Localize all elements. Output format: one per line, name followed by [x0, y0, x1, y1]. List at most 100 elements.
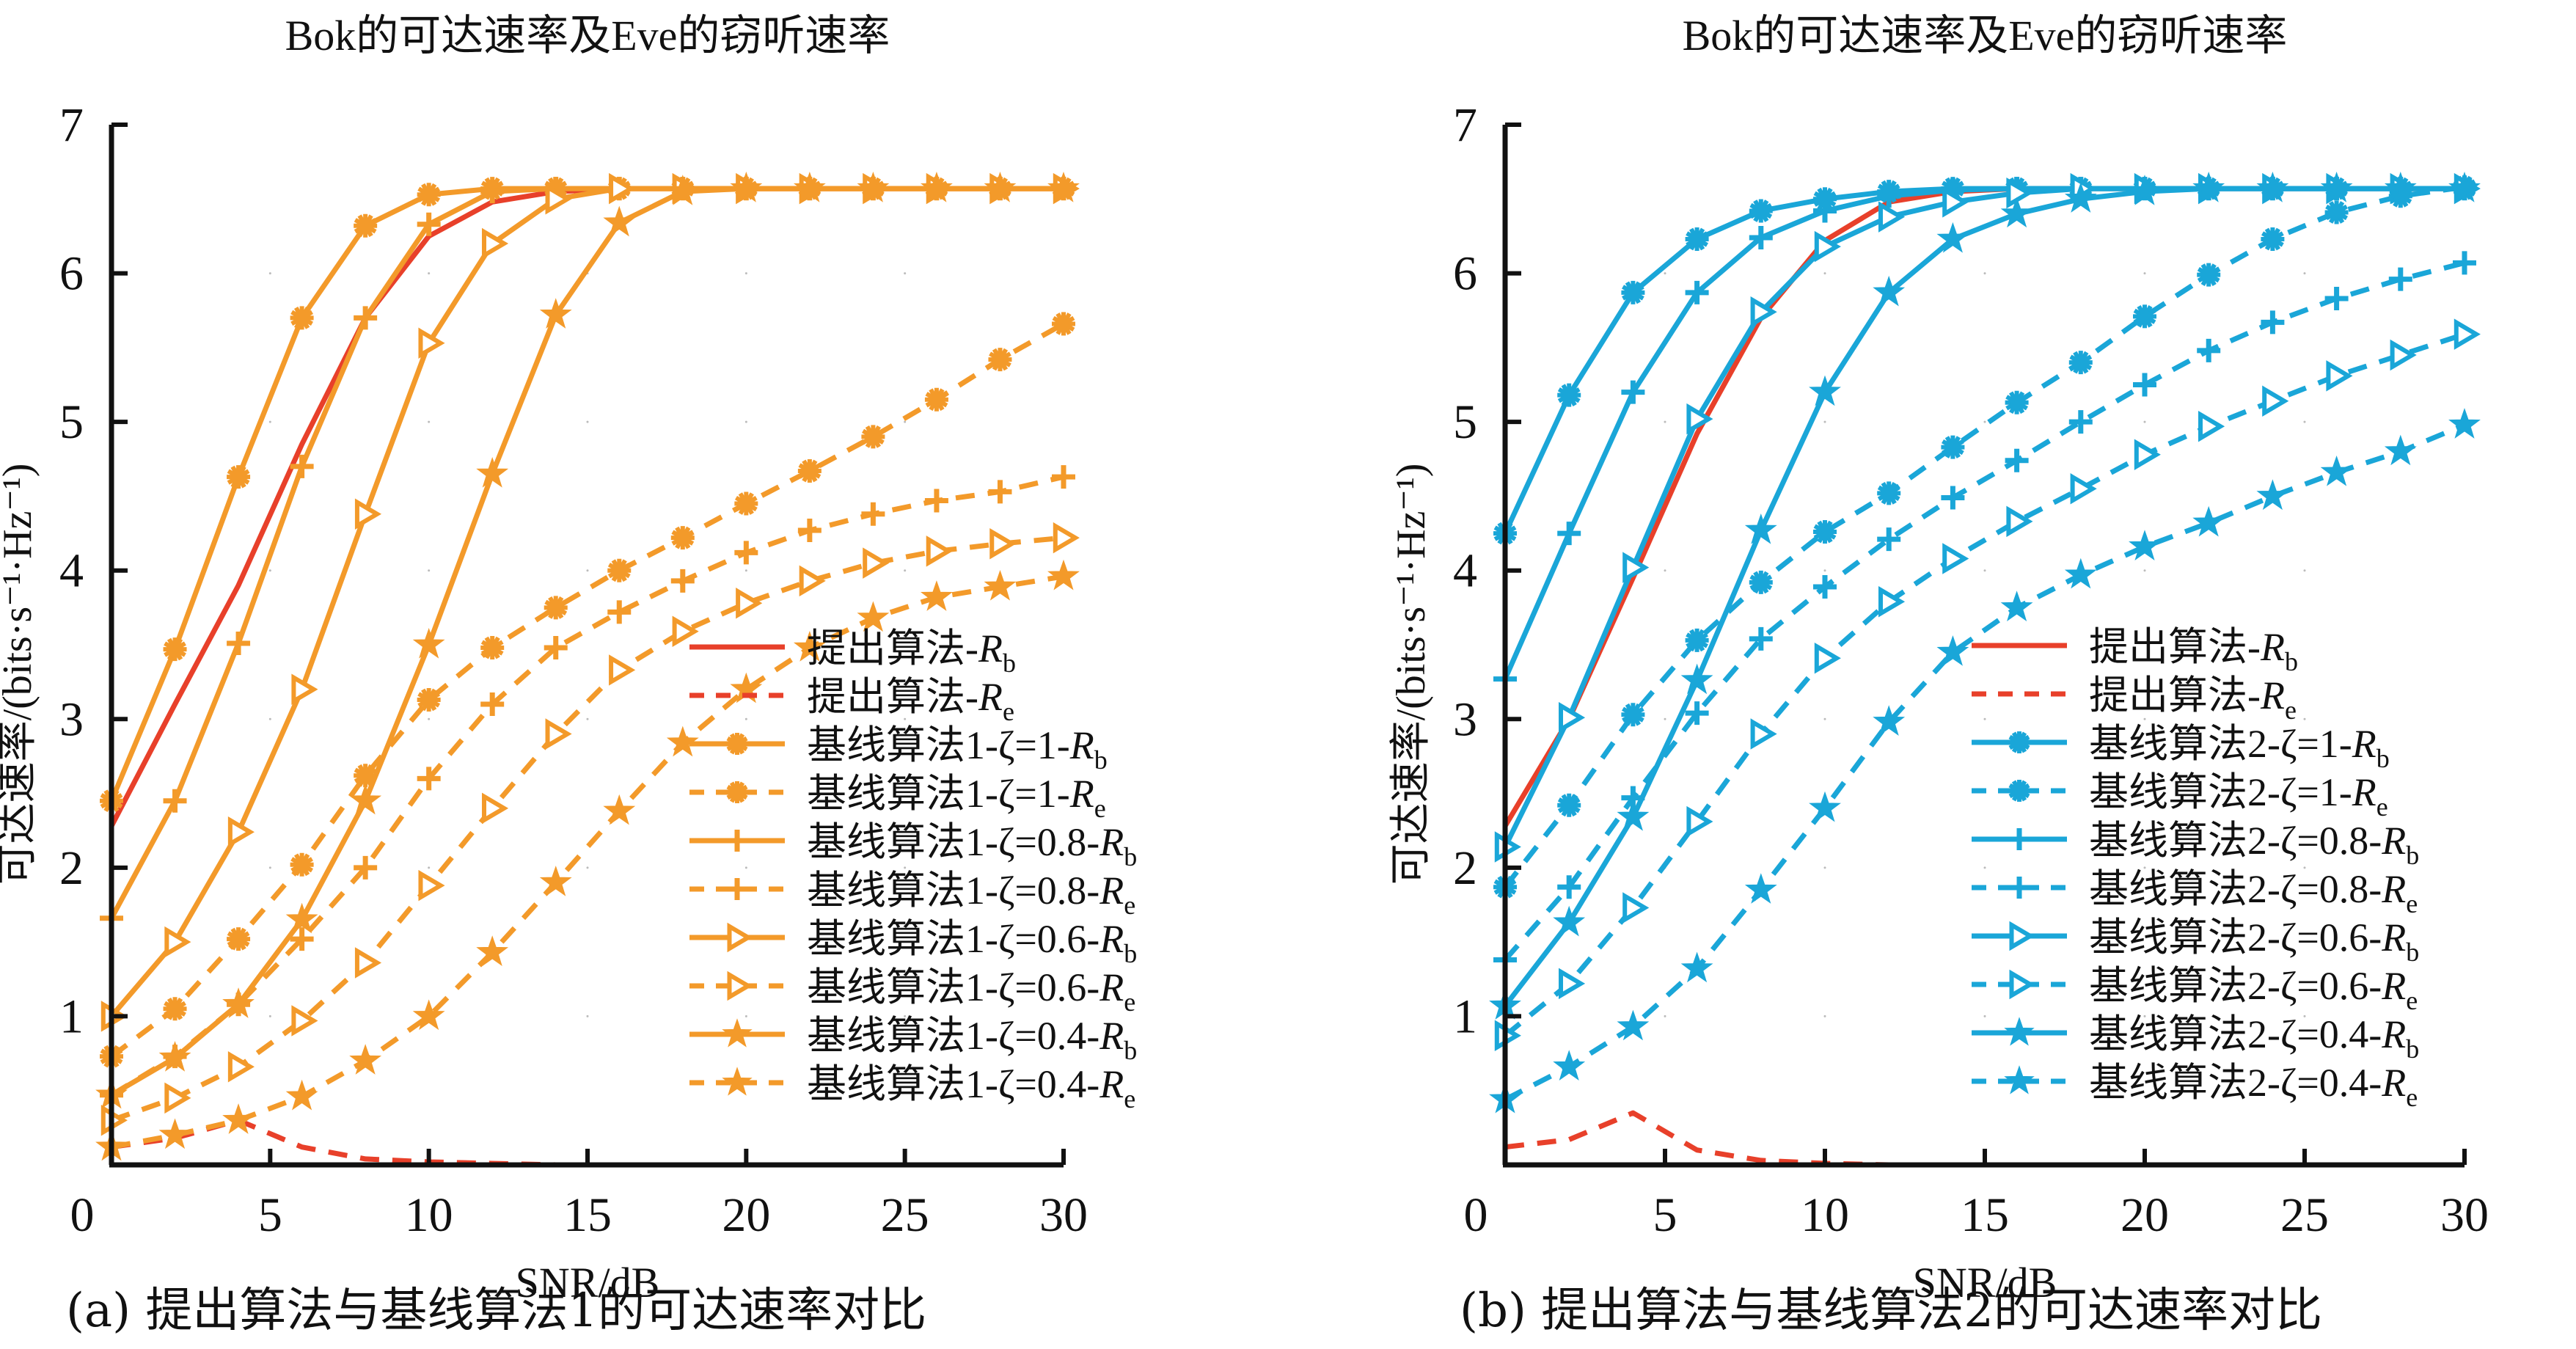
grid-dot [744, 717, 747, 720]
marker-triangle [1622, 552, 1650, 583]
marker-star [722, 1067, 753, 1096]
marker-star [1680, 951, 1713, 983]
data-point [290, 454, 314, 478]
marker-star [2004, 1017, 2035, 1046]
marker-triangle [1814, 230, 1841, 263]
legend-label: 基线算法1-ζ=1-Rb [807, 723, 1108, 775]
marker-triangle [799, 565, 826, 597]
series-line [110, 535, 1064, 1123]
grid-dot [1823, 717, 1826, 720]
marker-plus [2453, 251, 2476, 275]
data-point [476, 935, 509, 966]
grid-dot [1983, 717, 1986, 720]
marker-star [158, 1041, 191, 1072]
marker-triangle [1053, 522, 1080, 554]
data-point [412, 627, 445, 659]
data-point [163, 637, 187, 662]
marker-asterisk [1941, 435, 1965, 459]
marker-triangle [2134, 439, 2161, 470]
data-point [2454, 318, 2481, 350]
data-point [2326, 360, 2353, 392]
data-point [285, 1079, 318, 1111]
marker-asterisk [726, 733, 748, 755]
marker-star [1873, 705, 1906, 736]
data-point [290, 306, 314, 330]
y-tick-label: 6 [59, 247, 84, 301]
data-point [1941, 486, 1965, 510]
data-point [2388, 267, 2412, 291]
series-line [1503, 260, 2465, 962]
marker-triangle [418, 327, 445, 359]
data-point [2197, 338, 2221, 362]
marker-asterisk [1685, 227, 1709, 251]
data-point [1622, 552, 1650, 583]
chart-title: Bok的可达速率及Eve的窃听速率 [285, 12, 890, 59]
data-point [666, 725, 699, 757]
legend-item: 提出算法-Re [1972, 673, 2297, 725]
marker-triangle [545, 183, 572, 215]
grid-dot [428, 420, 431, 423]
marker-plus [290, 927, 314, 951]
data-point [734, 541, 758, 565]
grid-dot [268, 420, 271, 423]
marker-triangle [1750, 296, 1777, 328]
legend: 提出算法-Rb提出算法-Re基线算法1-ζ=1-Rb基线算法1-ζ=1-Re基线… [689, 626, 1137, 1114]
marker-triangle [1942, 543, 1969, 574]
legend: 提出算法-Rb提出算法-Re基线算法2-ζ=1-Rb基线算法2-ζ=1-Re基线… [1972, 625, 2419, 1112]
marker-triangle [482, 227, 509, 260]
data-point [863, 547, 890, 579]
grid-dot [428, 272, 431, 275]
data-point [222, 1103, 255, 1134]
marker-star [2448, 172, 2481, 202]
grid-dot [744, 569, 747, 572]
marker-star [722, 1018, 753, 1048]
data-point [2324, 200, 2349, 224]
marker-plus [1685, 701, 1709, 725]
series-line [1503, 184, 2465, 889]
marker-triangle [164, 1082, 191, 1114]
series-line [111, 574, 1064, 1150]
marker-triangle [2006, 177, 2033, 209]
grid-dot [904, 717, 907, 720]
marker-plus [726, 830, 748, 852]
marker-asterisk [1813, 520, 1837, 544]
data-point [2133, 304, 2156, 329]
marker-star [2448, 408, 2481, 439]
marker-plus [607, 600, 632, 624]
data-point [163, 789, 187, 813]
marker-asterisk [1621, 703, 1645, 727]
marker-plus [163, 789, 187, 813]
data-point [736, 588, 763, 619]
marker-asterisk [797, 458, 822, 483]
x-tick-label: 20 [2121, 1188, 2169, 1242]
data-point [607, 600, 632, 624]
marker-asterisk [417, 687, 441, 712]
data-point [2064, 557, 2097, 589]
data-point [2134, 439, 2161, 470]
data-point [603, 205, 636, 237]
marker-plus [1941, 486, 1965, 510]
data-point [1557, 793, 1581, 817]
marker-asterisk [2008, 780, 2030, 802]
grid-dot [904, 866, 907, 869]
marker-triangle [2070, 473, 2097, 505]
legend-item: 基线算法1-ζ=0.8-Rb [689, 820, 1137, 871]
data-point [476, 456, 509, 488]
marker-asterisk [988, 348, 1012, 372]
marker-triangle [291, 673, 318, 706]
marker-triangle [2198, 410, 2225, 442]
grid-dot [2143, 717, 2146, 720]
data-point [539, 866, 572, 896]
grid-dot [2143, 569, 2146, 572]
legend-label: 基线算法2-ζ=1-Rb [2089, 722, 2390, 773]
data-point [1052, 465, 1075, 489]
data-point [609, 172, 636, 205]
series-line [1503, 332, 2466, 1038]
data-point [480, 180, 505, 204]
data-point [417, 767, 441, 791]
marker-triangle [1814, 642, 1841, 674]
x-axis-label: SNR/dB [1913, 1259, 2057, 1306]
x-tick-label: 30 [2440, 1188, 2489, 1242]
data-point [1559, 968, 1586, 1000]
data-point [2262, 385, 2289, 417]
